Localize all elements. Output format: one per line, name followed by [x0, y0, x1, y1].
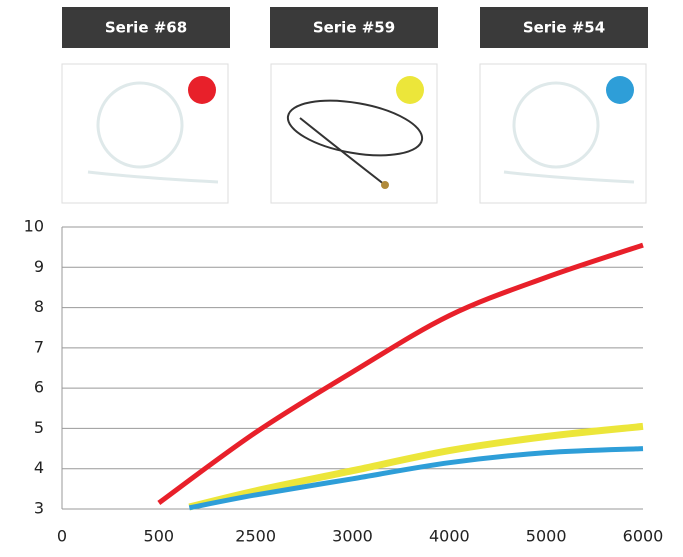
- x-tick-label: 3000: [332, 527, 373, 546]
- legend-header: [270, 7, 438, 48]
- y-tick-label: 10: [24, 217, 44, 236]
- x-tick-label: 2500: [235, 527, 276, 546]
- y-tick-label: 4: [34, 458, 44, 477]
- y-tick-label: 7: [34, 337, 44, 356]
- x-tick-label: 4000: [429, 527, 470, 546]
- y-tick-label: 8: [34, 297, 44, 316]
- cable-image: [286, 99, 424, 157]
- x-tick-label: 500: [144, 527, 175, 546]
- cable-image: [96, 81, 184, 169]
- connector: [381, 181, 389, 189]
- legend-dot: [606, 76, 634, 104]
- y-tick-label: 9: [34, 257, 44, 276]
- x-tick-label: 6000: [623, 527, 664, 546]
- cable-image: [87, 170, 219, 184]
- y-tick-label: 6: [34, 378, 44, 397]
- x-tick-label: 5000: [526, 527, 567, 546]
- x-tick-label: 0: [57, 527, 67, 546]
- legend-label: Serie #59: [313, 19, 395, 37]
- y-tick-label: 3: [34, 499, 44, 518]
- series-line: [188, 422, 644, 511]
- legend-label: Serie #68: [105, 19, 187, 37]
- legend-dot: [188, 76, 216, 104]
- legend-header: [62, 7, 230, 48]
- legend-header: [480, 7, 648, 48]
- cable-image: [299, 117, 386, 186]
- cable-image: [512, 81, 600, 169]
- y-tick-label: 5: [34, 418, 44, 437]
- legend-dot: [396, 76, 424, 104]
- series-line: [188, 446, 644, 511]
- product-images: [61, 63, 647, 204]
- series-line: [157, 242, 644, 505]
- cable-image: [503, 170, 635, 184]
- legend-label: Serie #54: [523, 19, 605, 37]
